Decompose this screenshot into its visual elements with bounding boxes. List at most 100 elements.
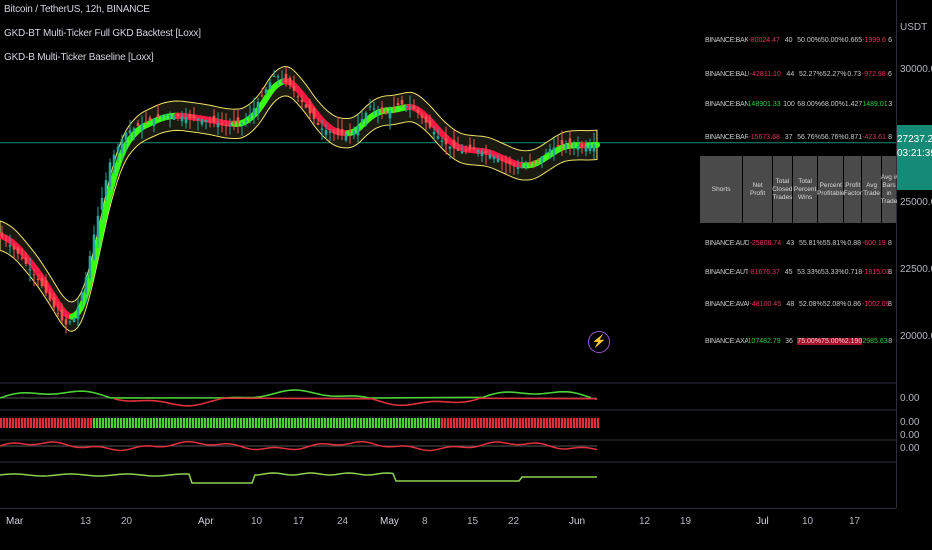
signal-bar [564,418,567,428]
signal-bar [492,418,495,428]
legend-indicator-backtest[interactable]: GKD-BT Multi-Ticker Full GKD Backtest [L… [4,28,201,39]
current-price: 27237.20 [897,134,932,145]
indicator-zero-3: 0.00 [900,430,920,441]
candle-body [192,114,196,119]
header-total-percent-wins: Total Percent Wins [792,156,819,223]
candle-body [224,124,228,126]
signal-bar [501,418,504,428]
signal-bar [531,418,534,428]
signal-bar [45,418,48,428]
longs-row: BINANCE:BANDUSDT148901.3310068.00%68.00%… [700,97,896,111]
candle-body [164,114,168,116]
candle-body [408,107,412,109]
header-net-profit: Net Profit [743,156,773,223]
trades-cell: 40 [784,36,793,44]
signal-bar [216,418,219,428]
signal-bar [420,418,423,428]
candle-body [272,75,276,77]
candle-body [292,86,296,91]
chart-canvas[interactable] [0,0,896,508]
candle-body [488,154,492,159]
candle-body [236,117,240,124]
signal-bar [228,418,231,428]
lightning-icon[interactable]: ⚡ [588,331,610,353]
price-axis[interactable] [896,0,932,508]
candle-body [144,121,148,123]
net-profit-cell: 107482.79 [747,337,781,345]
candle-body [160,115,164,118]
time-label: 12 [639,516,651,527]
candle-body [96,215,100,238]
signal-bar [537,418,540,428]
avg-trade-cell: -1999.6 [862,36,886,44]
time-label: 19 [680,516,692,527]
signal-bar [435,418,438,428]
avg-bars-cell: 8 [888,133,893,141]
time-label: 22 [508,516,520,527]
candle-body [228,124,232,127]
signal-bar [402,418,405,428]
signal-bar [204,418,207,428]
signal-bar [306,418,309,428]
signal-bar [273,418,276,428]
signal-bar [279,418,282,428]
price-pane [0,66,896,334]
header-percent-profitable: Percent Profitable [817,156,845,223]
candle-body [4,240,8,242]
signal-bar [222,418,225,428]
signal-bar [39,418,42,428]
legend-symbol[interactable]: Bitcoin / TetherUS, 12h, BINANCE [4,4,150,15]
time-axis[interactable] [0,508,896,550]
signal-bar [51,418,54,428]
candle-body [72,318,76,322]
candle-body [384,111,388,114]
time-label: Mar [6,516,24,527]
candle-body [332,131,336,134]
candle-body [584,145,588,152]
signal-bar [324,418,327,428]
candle-body [432,132,436,135]
signal-bar [24,418,27,428]
candle-body [320,128,324,130]
signal-bar [405,418,408,428]
wins-cell: 53.33% [797,268,821,276]
candle-body [532,161,536,163]
profit-factor-cell: 0.665 [844,36,863,44]
signal-bar [345,418,348,428]
signal-bar [432,418,435,428]
wins-cell: 55.81% [798,239,823,247]
time-label: 8 [422,516,428,527]
candle-body [136,122,140,127]
signal-bar [258,418,261,428]
signal-bar [3,418,6,428]
candle-body [524,165,528,168]
signal-bar [303,418,306,428]
candle-body [536,159,540,161]
candle-body [588,144,592,151]
header-shorts: Shorts [700,156,744,223]
signal-bar [180,418,183,428]
signal-bar [558,418,561,428]
signal-bar [6,418,9,428]
candle-body [416,109,420,113]
candle-body [104,180,108,195]
legend-indicator-baseline[interactable]: GKD-B Multi-Ticker Baseline [Loxx] [4,52,154,63]
net-profit-cell: -42811.10 [749,70,781,78]
signal-bar [120,418,123,428]
wins-cell: 50.00% [797,36,821,44]
profit-factor-cell: 0.88 [847,239,861,247]
candle-body [480,151,484,157]
trades-cell: 45 [784,268,793,276]
signal-bar [105,418,108,428]
candle-body [356,125,360,136]
signal-bar [156,418,159,428]
candle-body [56,313,60,315]
currency-label: USDT [900,22,928,33]
signal-bar [333,418,336,428]
avg-trade-cell: -1002.09 [861,300,890,308]
signal-bar [462,418,465,428]
signal-bar [408,418,411,428]
signal-bar [387,418,390,428]
trades-cell: 43 [786,239,795,247]
candle-body [156,114,160,118]
